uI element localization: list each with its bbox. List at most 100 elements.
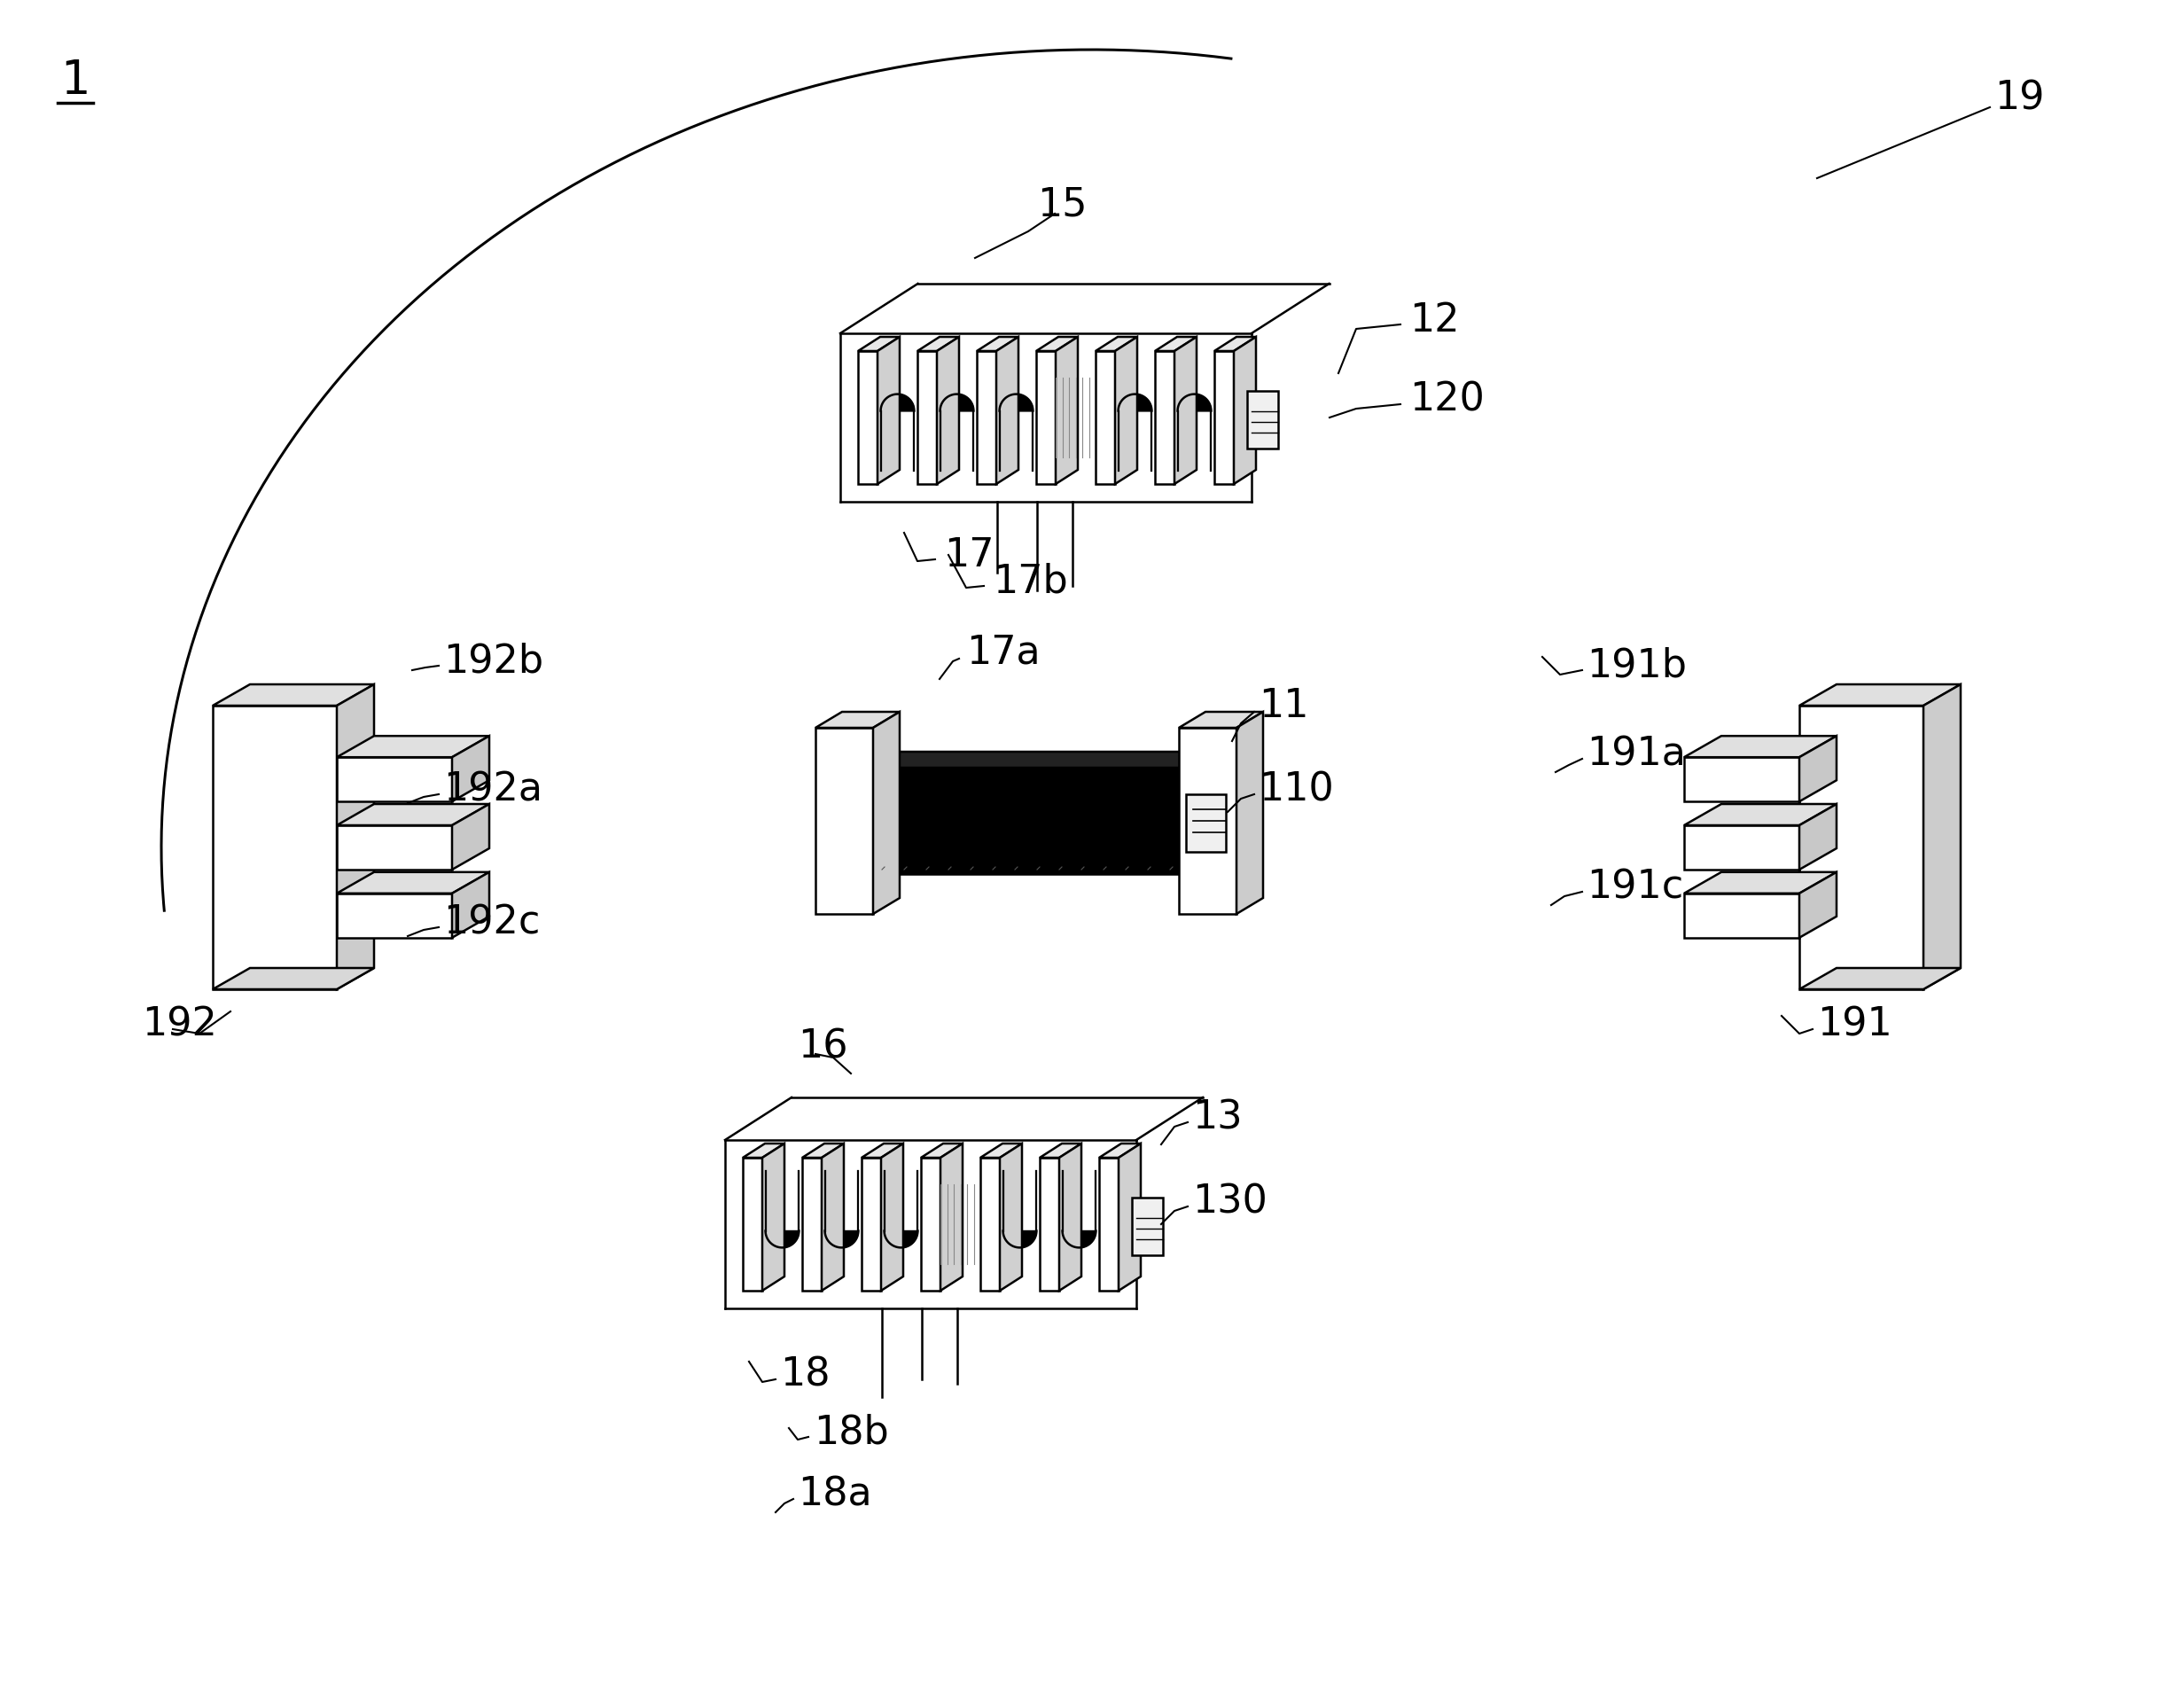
Polygon shape bbox=[874, 711, 900, 915]
Polygon shape bbox=[1684, 735, 1837, 757]
Polygon shape bbox=[1179, 728, 1236, 915]
Text: 17a: 17a bbox=[965, 634, 1040, 671]
Polygon shape bbox=[815, 711, 900, 728]
Polygon shape bbox=[336, 735, 489, 757]
Polygon shape bbox=[743, 1143, 784, 1157]
Polygon shape bbox=[976, 351, 996, 484]
Polygon shape bbox=[1684, 757, 1800, 801]
Text: 18b: 18b bbox=[815, 1413, 889, 1452]
Polygon shape bbox=[762, 1143, 784, 1291]
Polygon shape bbox=[860, 1143, 904, 1157]
Polygon shape bbox=[336, 825, 452, 869]
Polygon shape bbox=[1055, 337, 1079, 484]
Text: 14: 14 bbox=[939, 779, 989, 818]
Polygon shape bbox=[452, 872, 489, 938]
Polygon shape bbox=[336, 872, 489, 893]
Text: 191a: 191a bbox=[1586, 735, 1686, 774]
Polygon shape bbox=[1040, 1143, 1081, 1157]
Polygon shape bbox=[212, 706, 336, 989]
Polygon shape bbox=[336, 805, 489, 825]
Polygon shape bbox=[860, 1157, 880, 1291]
Text: 18a: 18a bbox=[797, 1475, 871, 1514]
Polygon shape bbox=[1131, 1198, 1162, 1255]
Polygon shape bbox=[1116, 337, 1138, 484]
Polygon shape bbox=[922, 1157, 941, 1291]
Polygon shape bbox=[1096, 351, 1116, 484]
Polygon shape bbox=[1118, 395, 1151, 412]
Polygon shape bbox=[1000, 395, 1033, 412]
Polygon shape bbox=[815, 728, 874, 915]
Polygon shape bbox=[1155, 351, 1175, 484]
Text: 192b: 192b bbox=[443, 642, 544, 681]
Polygon shape bbox=[1214, 337, 1256, 351]
Polygon shape bbox=[1118, 1143, 1140, 1291]
Polygon shape bbox=[996, 337, 1018, 484]
Polygon shape bbox=[874, 752, 1206, 767]
Polygon shape bbox=[880, 1143, 904, 1291]
Polygon shape bbox=[1800, 735, 1837, 801]
Polygon shape bbox=[1800, 805, 1837, 869]
Text: 192: 192 bbox=[142, 1006, 216, 1044]
Polygon shape bbox=[1035, 337, 1079, 351]
Polygon shape bbox=[1684, 825, 1800, 869]
Text: 18: 18 bbox=[780, 1355, 830, 1394]
Text: 17: 17 bbox=[943, 535, 994, 574]
Polygon shape bbox=[981, 1157, 1000, 1291]
Polygon shape bbox=[874, 767, 1179, 874]
Polygon shape bbox=[1684, 805, 1837, 825]
Polygon shape bbox=[1186, 794, 1225, 852]
Polygon shape bbox=[1002, 1232, 1037, 1247]
Polygon shape bbox=[452, 805, 489, 869]
Polygon shape bbox=[1684, 893, 1800, 938]
Polygon shape bbox=[826, 1232, 858, 1247]
Polygon shape bbox=[802, 1143, 843, 1157]
Polygon shape bbox=[212, 967, 373, 989]
Polygon shape bbox=[336, 757, 452, 801]
Text: 192a: 192a bbox=[443, 771, 542, 808]
Polygon shape bbox=[1214, 351, 1234, 484]
Polygon shape bbox=[336, 684, 373, 989]
Polygon shape bbox=[1000, 1143, 1022, 1291]
Text: 130: 130 bbox=[1192, 1182, 1267, 1221]
Polygon shape bbox=[939, 395, 974, 412]
Polygon shape bbox=[1040, 1157, 1059, 1291]
Polygon shape bbox=[764, 1232, 799, 1247]
Polygon shape bbox=[1800, 967, 1961, 989]
Polygon shape bbox=[1175, 337, 1197, 484]
Polygon shape bbox=[858, 351, 878, 484]
Polygon shape bbox=[336, 893, 452, 938]
Text: 192c: 192c bbox=[443, 903, 539, 942]
Text: 19: 19 bbox=[1994, 80, 2044, 117]
Polygon shape bbox=[1099, 1143, 1140, 1157]
Polygon shape bbox=[1800, 684, 1961, 706]
Polygon shape bbox=[1155, 337, 1197, 351]
Text: 110: 110 bbox=[1258, 771, 1334, 808]
Polygon shape bbox=[1177, 395, 1212, 412]
Polygon shape bbox=[1099, 1157, 1118, 1291]
Polygon shape bbox=[1179, 711, 1262, 728]
Polygon shape bbox=[802, 1157, 821, 1291]
Polygon shape bbox=[885, 1232, 917, 1247]
Polygon shape bbox=[1061, 1232, 1096, 1247]
Polygon shape bbox=[976, 337, 1018, 351]
Polygon shape bbox=[452, 735, 489, 801]
Polygon shape bbox=[1800, 872, 1837, 938]
Polygon shape bbox=[878, 337, 900, 484]
Text: 191b: 191b bbox=[1586, 647, 1686, 684]
Polygon shape bbox=[917, 351, 937, 484]
Polygon shape bbox=[1684, 872, 1837, 893]
Polygon shape bbox=[212, 684, 373, 706]
Polygon shape bbox=[858, 337, 900, 351]
Polygon shape bbox=[1059, 1143, 1081, 1291]
Polygon shape bbox=[1247, 391, 1278, 449]
Polygon shape bbox=[821, 1143, 843, 1291]
Text: 12: 12 bbox=[1409, 302, 1459, 339]
Text: 15: 15 bbox=[1037, 186, 1088, 224]
Polygon shape bbox=[937, 337, 959, 484]
Polygon shape bbox=[981, 1143, 1022, 1157]
Polygon shape bbox=[922, 1143, 963, 1157]
Text: 191c: 191c bbox=[1586, 869, 1684, 906]
Text: 13: 13 bbox=[1192, 1099, 1243, 1137]
Polygon shape bbox=[941, 1143, 963, 1291]
Polygon shape bbox=[1924, 684, 1961, 989]
